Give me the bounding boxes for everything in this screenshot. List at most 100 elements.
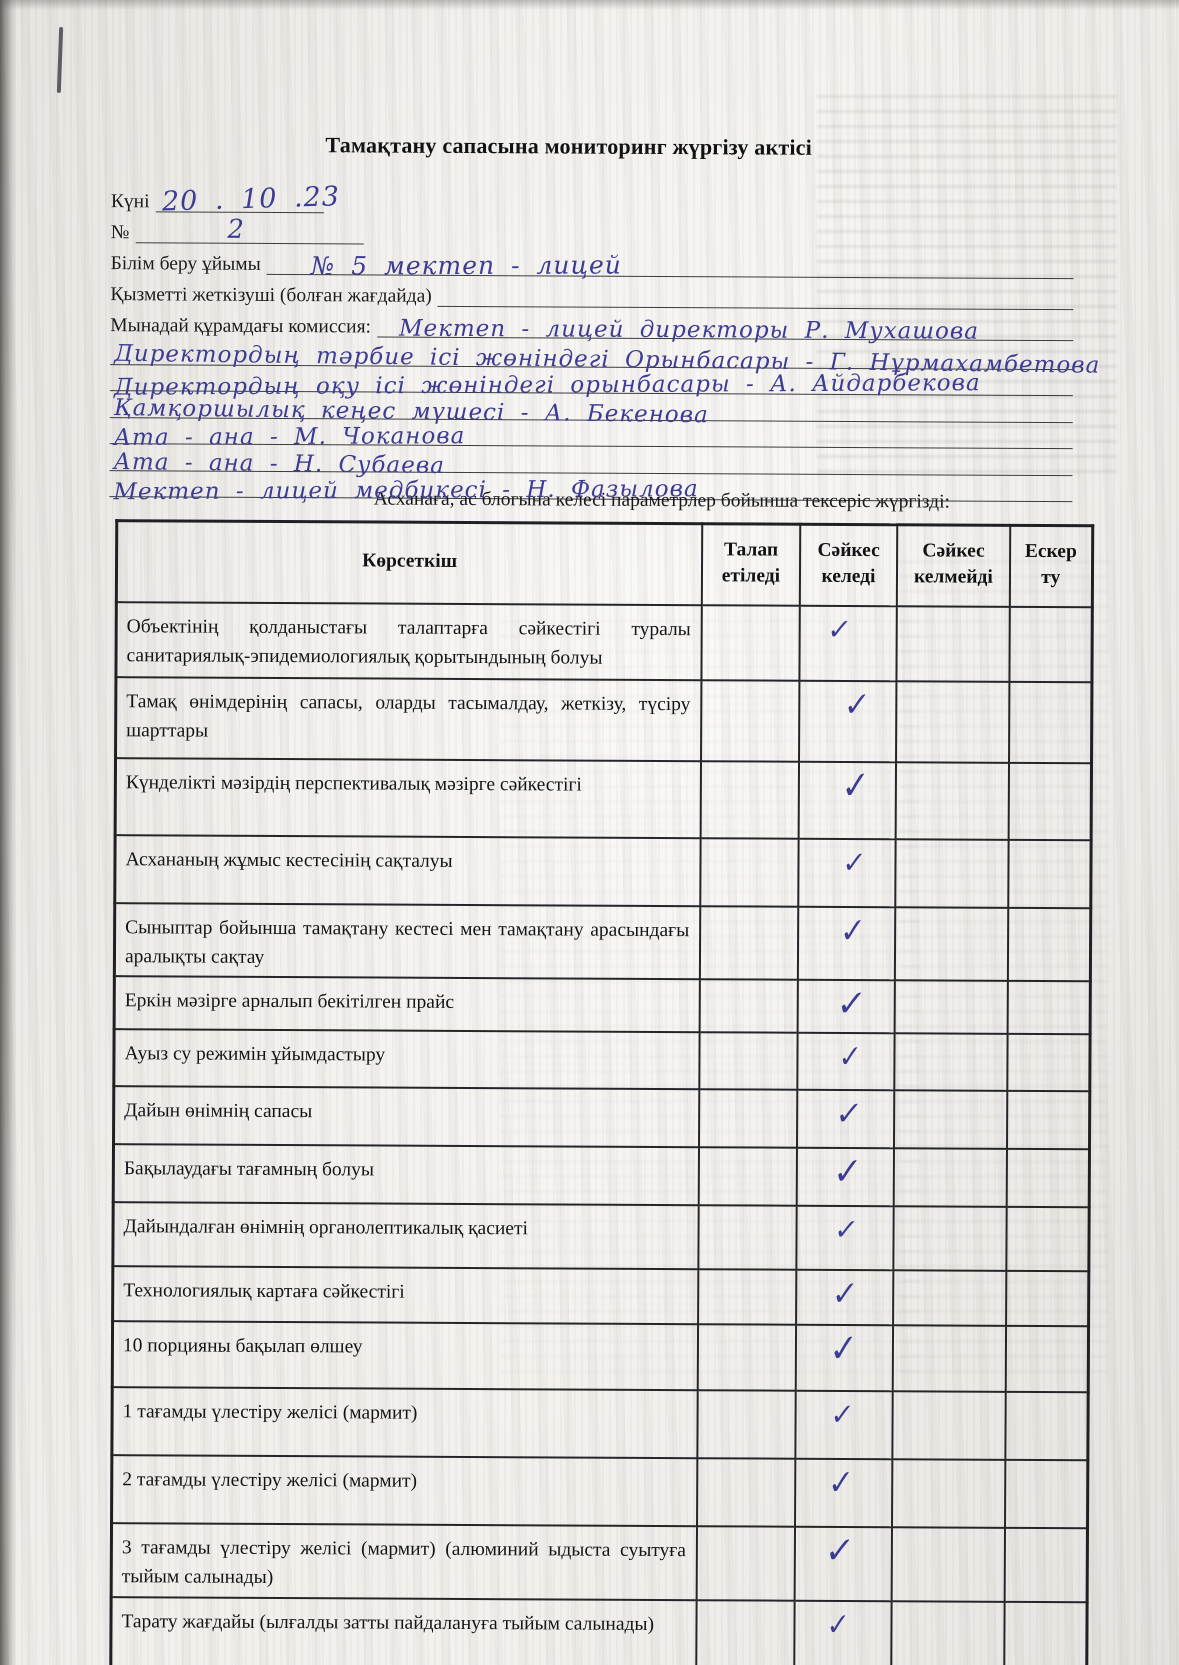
checkmark-cell: ✓ [796,1089,895,1149]
checkmark-cell: ✓ [799,605,898,681]
checkmark-cell: ✓ [795,1390,894,1460]
indicator-cell: 2 тағамды үлестіру желісі (мармит) [111,1455,698,1527]
empty-cell [894,980,1008,1034]
empty-cell [1005,1270,1089,1327]
number-label: № [110,221,130,243]
form-fields: Күні 20 . 10 .23 № 2 Білім беру ұйымы № … [109,180,1101,506]
checkmark-cell: ✓ [798,761,897,839]
header-conforms: Сәйкес келеді [799,524,898,606]
empty-cell [698,1147,797,1206]
commission-member-handwritten: Мектеп - лицей медбикесі - Н. Фазылова [113,476,699,506]
header-not-conforms: Сәйкес келмейді [897,524,1010,607]
table-row: Дайын өнімнің сапасы ✓ [113,1086,1090,1150]
indicator-cell: Тамақ өнімдерінің сапасы, оларды тасымал… [115,676,702,761]
checkmark-icon: ✓ [826,1605,850,1643]
checkmark-icon: ✓ [832,1212,860,1247]
provider-label: Қызметті жеткізуші (болған жағдайда) [110,283,432,307]
table-row: Еркін мәзірге арналып бекітілген прайс ✓ [114,976,1091,1035]
empty-cell [700,837,799,907]
table-row: 2 тағамды үлестіру желісі (мармит) ✓ [111,1455,1088,1529]
empty-cell [1005,1325,1089,1393]
checkmark-icon: ✓ [830,1273,859,1314]
indicator-cell: Ауыз су режимін ұйымдастыру [113,1029,700,1090]
empty-cell [893,1206,1007,1271]
checkmark-icon: ✓ [842,683,871,725]
header-required: Талап етіледі [701,523,800,606]
date-handwritten-value: 20 . 10 .23 [161,181,340,218]
empty-cell [699,905,798,980]
indicator-cell: 10 порцияны бақылап өлшеу [112,1321,699,1391]
empty-cell [699,1032,798,1090]
organization-handwritten-value: № 5 мектеп - лицей [310,250,623,281]
table-row: Асхананың жұмыс кестесінің сақталуы ✓ [114,834,1092,908]
indicator-cell: Күнделікті мәзірдің перспективалық мәзір… [115,757,702,838]
checkmark-cell: ✓ [797,979,896,1034]
empty-cell [697,1324,796,1391]
table-row: Ауыз су режимін ұйымдастыру ✓ [113,1029,1091,1092]
checkmark-cell: ✓ [794,1526,893,1601]
provider-underline [437,274,1074,311]
empty-cell [1008,681,1092,763]
empty-cell [1006,1148,1090,1208]
table-row: Тамақ өнімдерінің сапасы, оларды тасымал… [115,676,1092,763]
document-title: Тамақтану сапасына мониторинг жүргізу ак… [325,132,813,160]
empty-cell [697,1390,796,1459]
indicator-cell: 3 тағамды үлестіру желісі (мармит) (алюм… [111,1523,698,1600]
empty-cell [699,1089,798,1148]
checkmark-icon: ✓ [841,844,867,881]
empty-cell [696,1526,795,1601]
checkmark-cell: ✓ [793,1600,892,1665]
empty-cell [894,1033,1008,1091]
empty-cell [891,1527,1005,1602]
table-row: Объектінің қолданыстағы талаптарға сәйке… [115,601,1093,682]
empty-cell [896,605,1010,682]
checkmark-cell: ✓ [798,680,897,762]
empty-cell [695,1599,795,1665]
empty-cell [1004,1459,1088,1529]
empty-cell [895,761,1009,840]
organization-underline: № 5 мектеп - лицей [266,242,1074,281]
indicator-cell: Объектінің қолданыстағы талаптарға сәйке… [115,601,702,680]
number-handwritten-value: 2 [227,214,246,245]
empty-cell [1008,606,1093,682]
checkmark-icon: ✓ [833,1094,864,1134]
indicator-cell: Сыныптар бойынша тамақтану кестесі мен т… [114,902,701,980]
date-underline: 20 . 10 .23 [155,180,340,217]
empty-cell [896,680,1009,763]
table-row: Технологиялық картаға сәйкестігі ✓ [112,1266,1089,1327]
empty-cell [1004,1391,1089,1461]
checkmark-icon: ✓ [829,1396,856,1433]
empty-cell [895,906,1008,981]
indicator-cell: Технологиялық картаға сәйкестігі [112,1266,699,1325]
checkmark-icon: ✓ [840,761,870,809]
table-row: Бақылаудағы тағамның болуы ✓ [113,1144,1090,1208]
empty-cell [1003,1601,1088,1665]
commission-label: Мынадай құрамдағы комиссия: [110,314,372,338]
checkmark-cell: ✓ [794,1458,893,1528]
empty-cell [894,1090,1007,1149]
checkmark-cell: ✓ [795,1269,894,1326]
organization-label: Білім беру ұйымы [110,252,261,275]
empty-cell [1007,980,1091,1035]
date-field: Күні 20 . 10 .23 [111,180,1074,217]
header-indicator: Көрсеткіш [116,520,703,605]
indicator-cell: Еркін мәзірге арналып бекітілген прайс [114,976,700,1033]
empty-cell [697,1458,796,1527]
commission-field: Мынадай құрамдағы комиссия: Мектеп - лиц… [110,305,1074,345]
checkmark-icon: ✓ [832,1148,863,1195]
empty-cell [1004,1527,1088,1602]
checkmark-cell: ✓ [796,1147,895,1207]
empty-cell [701,679,800,762]
checkmark-cell: ✓ [795,1324,894,1392]
commission-handwritten-value: Мектеп - лицей директоры Р. Мухашова [398,315,980,345]
table-row: Дайындалған өнімнің органолептикалық қас… [112,1202,1090,1272]
table-row: 10 порцияны бақылап өлшеу ✓ [112,1321,1089,1393]
checkmark-icon: ✓ [823,1528,856,1573]
indicator-cell: Дайын өнімнің сапасы [113,1086,700,1148]
empty-cell [1007,907,1091,982]
checkmark-icon: ✓ [839,909,866,952]
empty-cell [701,604,800,681]
empty-cell [893,1270,1006,1326]
